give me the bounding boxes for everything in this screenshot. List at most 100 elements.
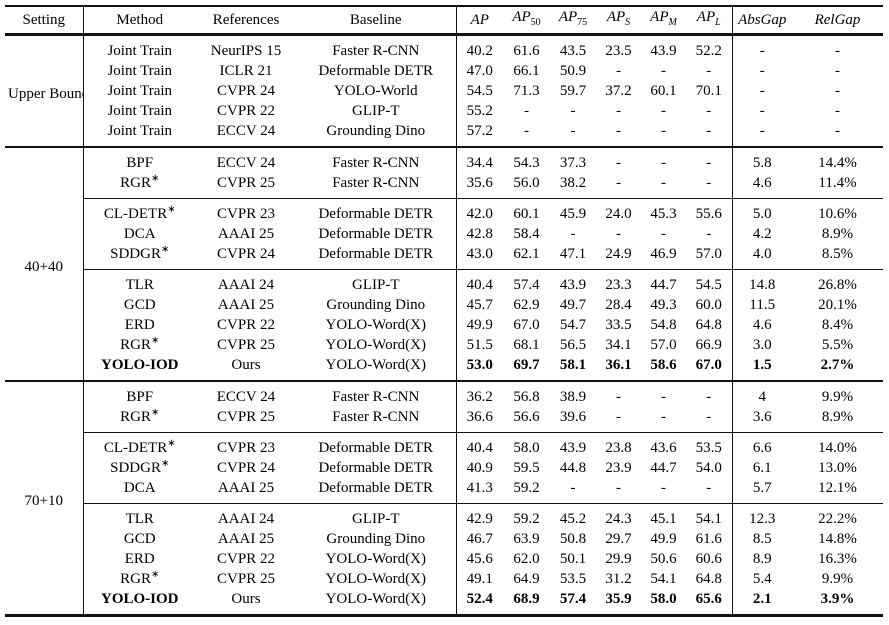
metric-cell: 59.7 [559,83,587,99]
relgap-cell: 22.2% [792,503,883,529]
baseline-cell: Deformable DETR [318,63,434,79]
method-cell: ERD [82,549,196,569]
absgap-cell: - [731,81,792,101]
method-cell: TLR [82,503,196,529]
metric-cell: 41.3 [455,478,503,504]
metric-cell: - [596,146,641,173]
reference-cell: CVPR 22 [217,317,275,333]
metric-cell: 67.0 [513,317,540,333]
table-row: DCA AAAI 25 Deformable DETR 42.8 58.4 - - - - 4.2… [5,224,883,244]
replay-star: ∗ [150,173,160,184]
relgap-cell: 14.0% [792,432,883,458]
absgap-cell: - [731,61,792,81]
method-cell: DCA [82,224,196,244]
relgap-cell: - [792,33,883,61]
metric-cell: 64.8 [695,317,722,333]
metric-cell: 45.7 [455,295,503,315]
metric-cell: 59.2 [503,503,550,529]
metric-cell: 37.3 [550,146,596,173]
metric-cell: - [661,123,666,139]
table-row: 40+40 BPF ECCV 24 Faster R-CNN 34.4 54.3 37.3-… [5,146,883,381]
metric-cell: 29.7 [605,531,632,547]
metric-cell: - [616,480,621,496]
metric-cell: 49.1 [455,569,503,589]
relgap-cell: 3.9% [820,591,855,607]
setting-label: 40+40 [5,146,83,381]
table-row: RGR∗ CVPR 25 Faster R-CNN 35.6 56.0 38.2 - - - 4.… [5,173,883,199]
baseline-cell: Deformable DETR [296,432,456,458]
metric-cell: 54.5 [686,269,732,295]
metric-cell: 59.5 [513,460,540,476]
metric-cell: 34.1 [605,337,632,353]
metric-cell: 52.4 [455,589,503,616]
method-cell: RGR∗ [82,569,196,589]
baseline-cell: Deformable DETR [318,226,434,242]
baseline-cell: GLIP-T [296,269,456,295]
table-row: RGR∗ CVPR 25 YOLO-Word(X) 51.5 68.1 56.5 34.1 5… [5,335,883,355]
metric-cell: 54.5 [455,81,503,101]
baseline-cell: Deformable DETR [296,198,456,224]
metric-cell: 45.9 [550,198,596,224]
metric-cell: 62.9 [513,297,540,313]
baseline-cell: Deformable DETR [318,480,434,496]
baseline-cell: Grounding Dino [326,297,426,313]
absgap-cell: 3.0 [731,335,792,355]
table-row: Joint Train ECCV 24 Grounding Dino 57.2 - - - -… [5,121,883,147]
metric-cell: 40.9 [455,458,503,478]
relgap-cell: 10.6% [792,198,883,224]
metric-cell: 24.0 [596,198,641,224]
metric-cell: 36.1 [605,357,632,373]
table-row: Joint Train CVPR 24 YOLO-World 54.5 71.3 59.7… [5,81,883,101]
baseline-cell: Faster R-CNN [332,409,420,425]
metric-cell: 45.2 [550,503,596,529]
metric-cell: 64.8 [695,571,722,587]
metric-cell: - [686,146,732,173]
reference-cell: ECCV 24 [216,123,276,139]
metric-cell: 71.3 [513,83,540,99]
metric-cell: 49.7 [559,297,587,313]
metric-cell: 68.9 [513,591,540,607]
baseline-cell: GLIP-T [352,103,400,119]
relgap-cell: 9.9% [792,380,883,407]
absgap-cell: 5.0 [731,198,792,224]
replay-star: ∗ [167,204,176,215]
absgap-cell: - [731,101,792,121]
column-header-method: Method [82,6,196,36]
relgap-cell: 14.8% [818,531,857,547]
relgap-cell: - [835,63,840,79]
absgap-cell: 1.5 [731,355,792,381]
absgap-cell: 14.8 [731,269,792,295]
metric-cell: 38.9 [550,380,596,407]
absgap-cell: 6.6 [731,432,792,458]
metric-cell: 57.4 [559,591,587,607]
relgap-cell: 8.5% [821,246,854,262]
reference-cell: CVPR 25 [217,571,275,587]
absgap-cell: 12.3 [731,503,792,529]
reference-cell: CVPR 25 [217,175,275,191]
metric-cell: 49.9 [650,531,677,547]
metric-cell: 58.4 [513,226,540,242]
reference-cell: AAAI 25 [217,226,275,242]
column-header-setting: Setting [5,6,83,36]
metric-cell: - [706,175,712,191]
absgap-cell: 4.6 [731,315,792,335]
metric-cell: 35.9 [605,591,632,607]
reference-cell: CVPR 23 [196,432,296,458]
replay-star: ∗ [150,407,160,418]
reference-cell: AAAI 24 [196,503,296,529]
metric-cell: 57.0 [695,246,722,262]
metric-cell: 61.6 [695,531,722,547]
metric-cell: - [524,103,529,119]
metric-cell: 23.9 [605,460,632,476]
metric-cell: - [524,123,529,139]
relgap-cell: 2.7% [820,357,855,373]
reference-cell: AAAI 25 [217,531,275,547]
metric-cell: 54.8 [650,317,677,333]
relgap-cell: 14.4% [792,146,883,173]
reference-cell: CVPR 22 [217,551,275,567]
reference-cell: CVPR 25 [217,337,275,353]
reference-cell: ICLR 21 [219,63,273,79]
metric-cell: 45.1 [641,503,686,529]
reference-cell: CVPR 24 [217,460,275,476]
table-row: ERD CVPR 22 YOLO-Word(X) 49.9 67.0 54.7 33.5 54… [5,315,883,335]
